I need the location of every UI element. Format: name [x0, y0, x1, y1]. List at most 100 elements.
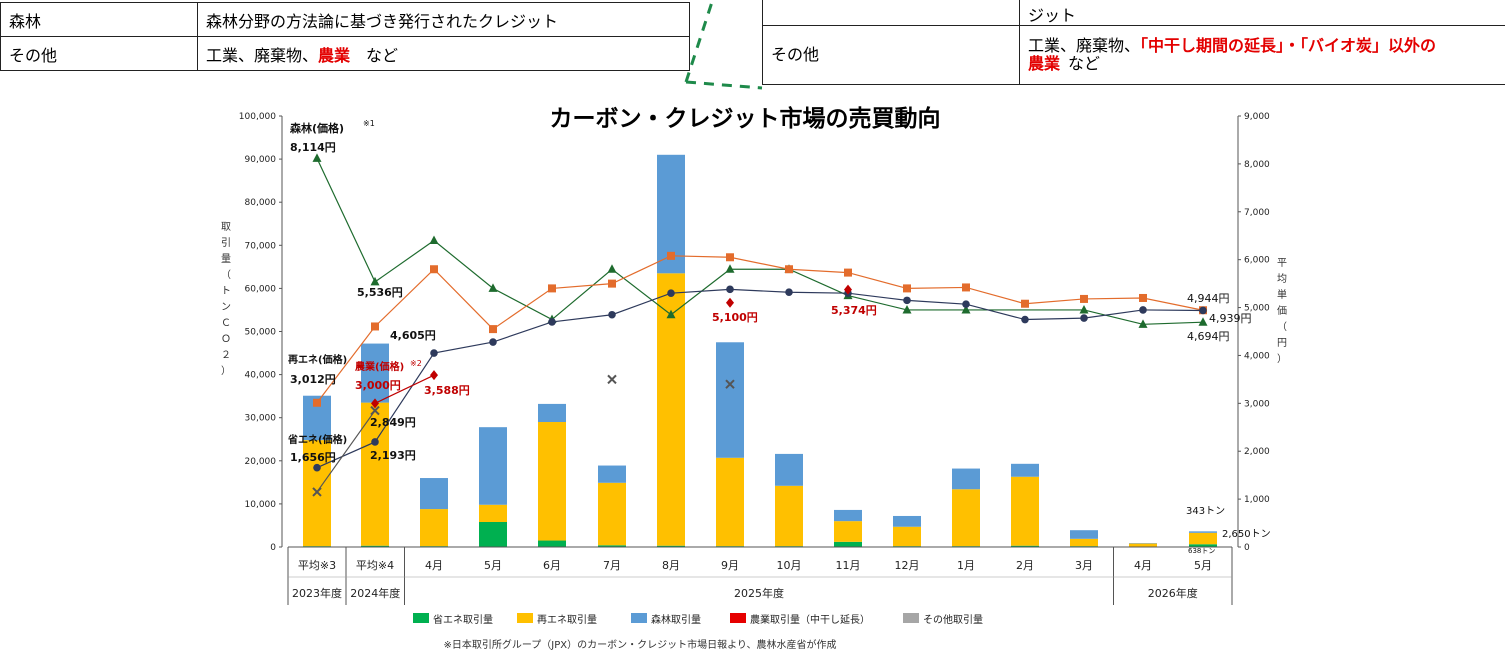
price-marker — [607, 374, 617, 385]
price-marker — [725, 379, 735, 389]
desc-highlight: 農業 — [1028, 54, 1061, 73]
price-marker — [608, 279, 616, 288]
x-tick-label: 4月 — [1134, 559, 1152, 572]
price-marker — [903, 296, 911, 305]
x-year-label: 2026年度 — [1148, 586, 1198, 600]
price-marker — [1021, 315, 1029, 324]
bar-segment — [834, 541, 862, 547]
table-row: ジット — [762, 0, 1505, 26]
price-marker — [844, 284, 852, 295]
y-left-tick-label: 0 — [270, 543, 276, 553]
y-right-title-char: ） — [1277, 353, 1287, 365]
x-tick-label: 5月 — [1194, 559, 1212, 572]
bar-segment — [893, 515, 921, 527]
x-tick-label: 平均※4 — [356, 559, 394, 572]
value-last-forest: 4,694円 — [1187, 330, 1230, 343]
value-saiene-first: 3,012円 — [290, 373, 336, 386]
price-marker — [1080, 314, 1088, 322]
bar-segment — [361, 343, 389, 403]
price-marker — [1021, 299, 1029, 308]
value-last-bar-forest: 638トン — [1188, 547, 1215, 555]
x-tick-label: 6月 — [543, 559, 561, 572]
cell-category — [762, 0, 1020, 26]
price-marker — [548, 318, 556, 326]
value-nogyo-nov: 5,374円 — [831, 304, 877, 317]
bar-segment — [1070, 530, 1098, 539]
bar-segment — [479, 504, 507, 523]
price-marker — [313, 398, 321, 407]
y-left-title-char: ン — [221, 302, 231, 313]
price-line — [316, 158, 1204, 325]
bar-segment — [1189, 544, 1217, 547]
label-nogyo-note: ※2 — [410, 359, 422, 368]
y-left-tick-label: 30,000 — [245, 414, 277, 424]
x-tick-label: 11月 — [836, 559, 861, 572]
price-marker — [312, 153, 322, 162]
price-marker — [667, 251, 675, 260]
x-year-label: 2023年度 — [292, 586, 342, 600]
legend: 省エネ取引量 再エネ取引量 森林取引量 農業取引量（中干し延長） その他取引量 — [413, 613, 983, 626]
value-saiene-second: 4,605円 — [390, 329, 436, 342]
desc-text: など — [350, 45, 399, 65]
value-last-bar-shoene: 343トン — [1186, 506, 1225, 517]
bar-segment — [361, 402, 389, 546]
y-left-title-char: Ｏ — [221, 334, 231, 345]
zoom-connector — [684, 1, 763, 90]
y-left-title-char: Ｃ — [221, 318, 231, 329]
y-right-title-char: 平 — [1277, 258, 1287, 269]
y-left-tick-label: 50,000 — [245, 328, 277, 338]
legend-swatch — [413, 613, 429, 623]
desc-text: 工業、廃棄物、 — [206, 45, 319, 65]
price-marker — [608, 310, 616, 319]
y-left-title-char: ） — [221, 365, 231, 377]
category-table-right: ジット その他 工業、廃棄物、「中干し期間の延長」・「バイオ炭」以外の 農業 など — [762, 0, 1505, 85]
legend-swatch — [730, 613, 746, 623]
legend-label: 再エネ取引量 — [537, 614, 597, 626]
bar-segment — [1011, 476, 1039, 546]
price-marker — [370, 405, 380, 416]
desc-text: など — [1068, 54, 1101, 73]
y-right-title-char: 円 — [1277, 338, 1287, 349]
label-nogyo-price: 農業(価格) — [355, 360, 404, 373]
bar-segment — [775, 453, 803, 486]
label-forest-price: 森林(価格) — [290, 121, 344, 135]
price-line — [374, 374, 435, 404]
legend-swatch — [903, 613, 919, 623]
price-marker — [961, 304, 971, 314]
x-year-label: 2025年度 — [734, 586, 784, 600]
y-right-tick-label: 8,000 — [1244, 160, 1270, 170]
y-left-title-char: 量 — [221, 253, 231, 265]
bar-segment — [598, 545, 626, 547]
legend-swatch — [517, 613, 533, 623]
y-right-tick-label: 9,000 — [1244, 112, 1270, 122]
category-table-left: 森林 森林分野の方法論に基づき発行されたクレジット その他 工業、廃棄物、農業 … — [0, 2, 690, 71]
legend-label: 省エネ取引量 — [433, 613, 493, 626]
bar-segment — [952, 489, 980, 547]
cell-description: ジット — [1019, 0, 1505, 26]
y-right-tick-label: 6,000 — [1244, 256, 1270, 266]
price-marker — [548, 284, 556, 293]
cell-category: その他 — [762, 25, 1020, 85]
price-line — [316, 288, 1204, 469]
y-left-title-char: ト — [221, 286, 231, 297]
y-left-tick-label: 90,000 — [245, 155, 277, 165]
value-last-bar-saiene: 2,650トン — [1222, 529, 1271, 540]
legend-label: その他取引量 — [923, 613, 983, 626]
cell-description: 工業、廃棄物、農業 など — [197, 36, 690, 71]
price-marker — [371, 438, 379, 446]
price-line — [316, 410, 376, 493]
y-right-title-char: （ — [1277, 321, 1287, 333]
x-tick-label: 2月 — [1016, 559, 1034, 572]
cell-description: 工業、廃棄物、「中干し期間の延長」・「バイオ炭」以外の 農業 など — [1019, 25, 1505, 85]
y-left-title-char: 引 — [221, 237, 231, 249]
price-marker — [785, 288, 793, 297]
y-right-tick-label: 7,000 — [1244, 208, 1270, 218]
price-marker — [371, 398, 379, 409]
label-forest-note: ※1 — [363, 119, 375, 128]
y-right-tick-label: 3,000 — [1244, 399, 1270, 409]
value-forest-first: 8,114円 — [290, 141, 336, 154]
price-marker — [962, 283, 970, 292]
price-marker — [430, 370, 438, 381]
value-last-shoene: 4,939円 — [1209, 312, 1252, 325]
price-marker — [726, 297, 734, 308]
